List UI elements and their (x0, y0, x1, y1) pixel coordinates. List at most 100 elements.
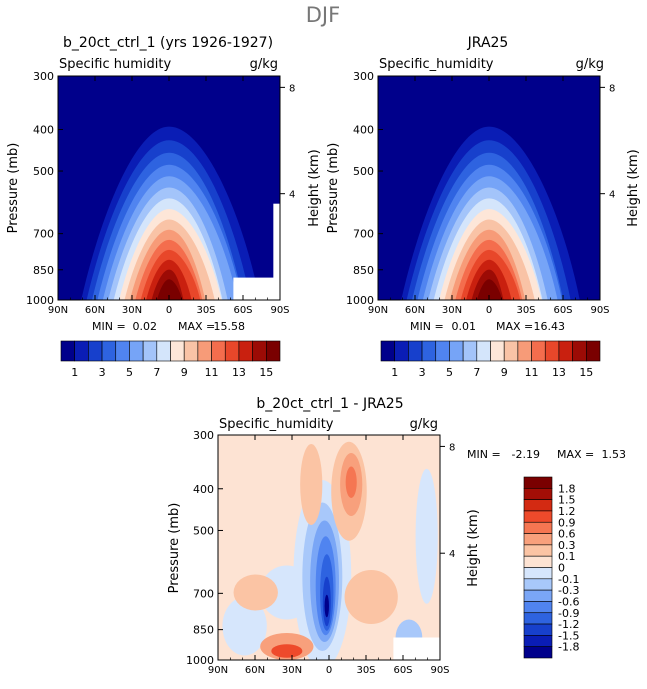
panel-diff-pos-region (271, 644, 303, 658)
panel-model-colorbar-label: 9 (181, 366, 188, 379)
panel-model-colorbar-swatch (238, 340, 253, 362)
panel-model-xtick-label: 60N (85, 305, 105, 316)
panel-obs-colorbar-swatch (394, 340, 409, 362)
panel-diff-units: g/kg (410, 417, 438, 432)
panel-diff-colorbar-label: -1.5 (558, 629, 579, 642)
panel-diff-colorbar-swatch (523, 578, 553, 591)
panel-diff-colorbar-swatch (523, 476, 553, 489)
panel-obs-max-value: 16.43 (534, 320, 566, 333)
panel-obs-xtick-label: 60S (553, 305, 572, 316)
panel-diff-colorbar-swatch (523, 567, 553, 580)
panel-diff-xtick-label: 90N (208, 665, 228, 676)
panel-diff-colorbar-swatch (523, 499, 553, 512)
panel-diff-xtick-label: 60N (245, 665, 265, 676)
panel-diff-ytick-label: 1000 (186, 654, 214, 667)
panel-diff-ylabel-right: Height (km) (466, 509, 481, 586)
panel-obs-colorbar-swatch (449, 340, 464, 362)
panel-model-axes: 90N 60N 30N 0 30S 60S 90S 300 400 500 700 850 1000 8 4 (26, 70, 295, 316)
panel-diff-pos-region (344, 570, 398, 624)
panel-diff-colorbar-label: -0.1 (558, 573, 579, 586)
panel-obs-ytick-right-label: 8 (609, 83, 615, 94)
panel-diff-ytick-label: 850 (193, 624, 214, 637)
panel-diff-colorbar-label: -0.6 (558, 595, 579, 608)
panel-model-ytick-right-label: 4 (289, 190, 295, 201)
panel-model-max-label: MAX = (178, 320, 215, 333)
panel-obs-ytick-label: 700 (353, 228, 374, 241)
panel-model-xtick-label: 90S (270, 305, 289, 316)
panel-obs-xtick-label: 60N (405, 305, 425, 316)
panel-model-colorbar-label: 15 (259, 366, 273, 379)
panel-diff-xtick-label: 60S (393, 665, 412, 676)
panel-obs-ytick-label: 1000 (346, 294, 374, 307)
panel-model-colorbar-swatch (156, 340, 171, 362)
panel-obs-colorbar-label: 5 (446, 366, 453, 379)
panel-diff-xtick-label: 30S (356, 665, 375, 676)
panel-model-field (58, 76, 280, 300)
panel-obs-xtick-label: 90S (590, 305, 609, 316)
panel-obs-colorbar-swatch (421, 340, 437, 362)
panel-diff-colorbar-label: 0 (558, 562, 565, 575)
panel-model-topography-mask-edge (273, 203, 280, 300)
panel-model-colorbar-label: 1 (71, 366, 78, 379)
panel-diff: b_20ct_ctrl_1 - JRA25 Specific_humidity … (167, 396, 626, 676)
panel-model-ylabel-right: Height (km) (307, 149, 322, 226)
panel-model-colorbar-swatch (252, 340, 267, 362)
panel-diff-topography-mask (393, 637, 440, 660)
panel-model-topography-mask (233, 277, 280, 300)
panel-model-colorbar-swatch (197, 340, 212, 362)
panel-diff-colorbar-swatch (523, 510, 553, 523)
panel-model-colorbar-label: 5 (126, 366, 133, 379)
panel-diff-ytick-label: 400 (193, 483, 214, 496)
panel-obs-ytick-label: 500 (353, 165, 374, 178)
panel-obs-level-15 (476, 279, 503, 300)
figure-title: DJF (306, 3, 340, 27)
panel-model-colorbar-swatch (101, 340, 117, 362)
panel-diff-colorbar-swatch (523, 521, 553, 534)
panel-model-ytick-label: 300 (33, 70, 54, 83)
panel-diff-max-value: 1.53 (602, 448, 627, 461)
panel-model-colorbar: 1 3 5 7 9 11 13 15 (60, 340, 281, 379)
panel-obs-ylabel: Pressure (mb) (326, 143, 341, 234)
panel-obs-colorbar-label: 11 (525, 366, 539, 379)
panel-model-colorbar-swatch (266, 340, 281, 362)
panel-obs-colorbar-label: 9 (501, 366, 508, 379)
panel-diff-colorbar-label: 1.5 (558, 494, 576, 507)
panel-obs-colorbar-swatch (544, 340, 560, 362)
panel-model-colorbar-label: 7 (153, 366, 160, 379)
panel-diff-colorbar-label: 1.2 (558, 505, 576, 518)
panel-diff-colorbar-swatch (523, 612, 553, 625)
panel-diff-colorbar-label: -1.8 (558, 641, 579, 654)
panel-obs-colorbar-swatch (572, 340, 587, 362)
panel-diff-ytick-label: 500 (193, 524, 214, 537)
panel-obs-colorbar-swatch (476, 340, 491, 362)
panel-model-ytick-label: 400 (33, 124, 54, 137)
panel-diff-colorbar-label: 0.1 (558, 550, 576, 563)
panel-diff-field (218, 435, 440, 660)
panel-model-variable: Specific humidity (59, 57, 171, 72)
panel-model-ytick-label: 850 (33, 264, 54, 277)
panel-model-xtick-label: 30N (122, 305, 142, 316)
panel-diff-neg-region (222, 597, 267, 656)
panel-diff-xtick-label: 0 (326, 665, 332, 676)
panel-obs-units: g/kg (576, 57, 604, 72)
panel-obs-colorbar-swatch (408, 340, 423, 362)
panel-obs-title: JRA25 (467, 35, 509, 51)
panel-model-colorbar-swatch (74, 340, 89, 362)
panel-model: b_20ct_ctrl_1 (yrs 1926-1927) Specific h… (6, 35, 322, 379)
panel-obs-colorbar-label: 13 (552, 366, 566, 379)
panel-diff-colorbar-label: -0.9 (558, 607, 579, 620)
panel-obs-colorbar-label: 1 (391, 366, 398, 379)
panel-diff-pos-region (345, 466, 357, 498)
panel-obs-colorbar-swatch (462, 340, 478, 362)
panel-model-colorbar-swatch (88, 340, 103, 362)
panel-model-min-label: MIN = (92, 320, 126, 333)
panel-diff-ytick-right-label: 4 (449, 549, 455, 560)
panel-model-colorbar-label: 13 (232, 366, 246, 379)
panel-model-xtick-label: 60S (233, 305, 252, 316)
panel-model-ytick-label: 500 (33, 165, 54, 178)
panel-obs-xtick-label: 30N (442, 305, 462, 316)
panel-model-colorbar-swatch (142, 340, 158, 362)
panel-obs-min-value: 0.01 (452, 320, 477, 333)
panel-diff-colorbar-swatch (523, 488, 553, 500)
